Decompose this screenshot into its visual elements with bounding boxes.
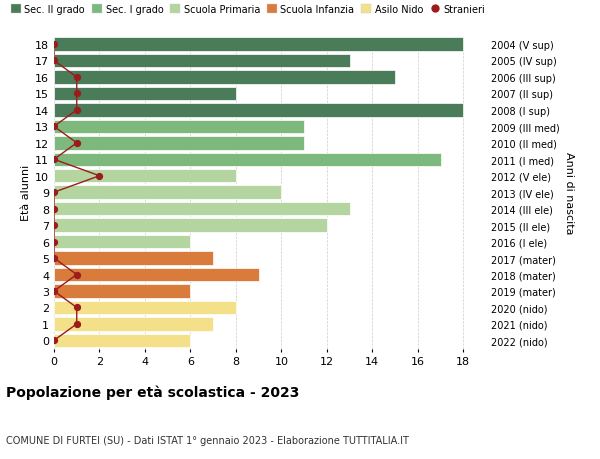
- Point: [72, 304, 82, 312]
- Text: Popolazione per età scolastica - 2023: Popolazione per età scolastica - 2023: [6, 385, 299, 399]
- Point: [49, 238, 59, 246]
- Point: [49, 189, 59, 196]
- Bar: [54, 170, 236, 183]
- Bar: [54, 153, 440, 167]
- Point: [49, 156, 59, 163]
- Point: [72, 90, 82, 98]
- Point: [72, 74, 82, 81]
- Bar: [54, 318, 213, 331]
- Point: [95, 173, 104, 180]
- Y-axis label: Anni di nascita: Anni di nascita: [563, 151, 574, 234]
- Point: [49, 288, 59, 295]
- Bar: [54, 235, 190, 249]
- Y-axis label: Età alunni: Età alunni: [21, 165, 31, 221]
- Bar: [54, 186, 281, 200]
- Point: [49, 337, 59, 344]
- Bar: [54, 334, 190, 347]
- Bar: [54, 55, 350, 68]
- Legend: Sec. II grado, Sec. I grado, Scuola Primaria, Scuola Infanzia, Asilo Nido, Stran: Sec. II grado, Sec. I grado, Scuola Prim…: [11, 5, 485, 15]
- Bar: [54, 137, 304, 150]
- Bar: [54, 104, 463, 118]
- Point: [49, 255, 59, 262]
- Point: [72, 320, 82, 328]
- Point: [49, 41, 59, 49]
- Point: [49, 58, 59, 65]
- Text: COMUNE DI FURTEI (SU) - Dati ISTAT 1° gennaio 2023 - Elaborazione TUTTITALIA.IT: COMUNE DI FURTEI (SU) - Dati ISTAT 1° ge…: [6, 435, 409, 445]
- Bar: [54, 285, 190, 298]
- Point: [72, 271, 82, 279]
- Bar: [54, 202, 350, 216]
- Bar: [54, 71, 395, 84]
- Point: [72, 107, 82, 114]
- Bar: [54, 88, 236, 101]
- Point: [72, 140, 82, 147]
- Bar: [54, 252, 213, 265]
- Bar: [54, 38, 463, 52]
- Point: [49, 222, 59, 230]
- Bar: [54, 219, 327, 232]
- Point: [49, 206, 59, 213]
- Bar: [54, 268, 259, 282]
- Bar: [54, 301, 236, 314]
- Point: [49, 123, 59, 131]
- Bar: [54, 120, 304, 134]
